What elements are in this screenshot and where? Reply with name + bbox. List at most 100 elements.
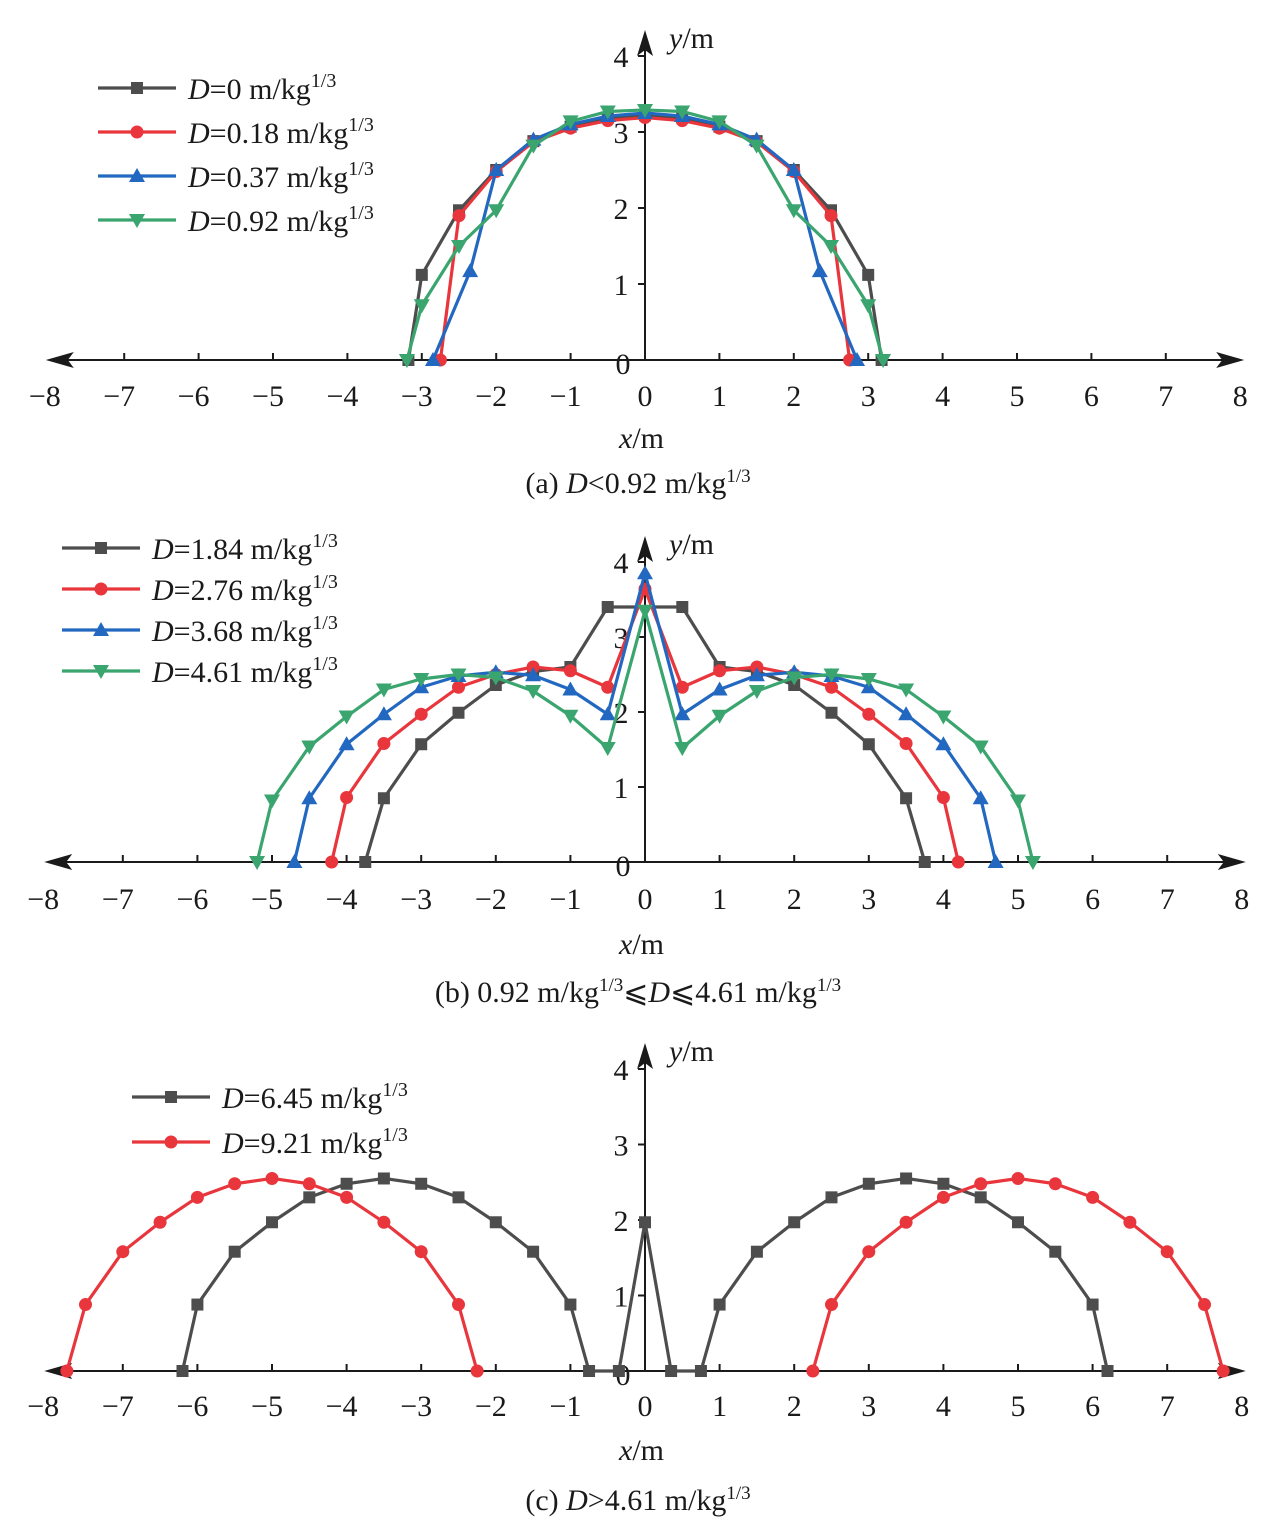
data-point bbox=[674, 742, 691, 756]
data-point bbox=[1086, 1298, 1099, 1311]
data-point bbox=[711, 681, 728, 696]
data-point bbox=[825, 1298, 838, 1312]
data-point bbox=[862, 707, 876, 721]
legend-label: D=2.76 m/kg1/3 bbox=[151, 571, 338, 607]
data-point bbox=[377, 737, 391, 750]
x-tick-label: 7 bbox=[1158, 380, 1173, 413]
data-point bbox=[612, 1365, 625, 1377]
series-1 bbox=[176, 1172, 1114, 1377]
legend-item: D=0.18 m/kg1/3 bbox=[98, 114, 374, 150]
x-tick-label: −1 bbox=[549, 1390, 581, 1423]
x-tick-label: −8 bbox=[27, 1390, 59, 1423]
chart-panel-b: −8 −7 −6 −5 −4 −3 −2 −1 0 1 2 3 4 5 6 7 8 0 1 2 3 4 y/m x/m D=1.… bbox=[0, 510, 1276, 1018]
data-point bbox=[377, 792, 390, 805]
y-tick-label: 3 bbox=[614, 117, 629, 150]
data-point bbox=[562, 709, 579, 724]
data-point bbox=[191, 1298, 204, 1311]
data-point bbox=[583, 1365, 596, 1377]
series-3 bbox=[806, 1171, 1230, 1378]
legend-marker bbox=[93, 665, 109, 679]
y-tick-label: 1 bbox=[614, 1281, 629, 1314]
legend-label: D=0.92 m/kg1/3 bbox=[187, 202, 374, 238]
data-point bbox=[788, 1216, 801, 1229]
data-point bbox=[526, 660, 540, 674]
x-axis-title: x/m bbox=[618, 928, 664, 961]
data-point bbox=[849, 352, 866, 366]
data-point bbox=[153, 1215, 167, 1229]
data-point bbox=[228, 1245, 241, 1258]
x-tick-label: −6 bbox=[176, 1390, 208, 1423]
data-point bbox=[748, 667, 765, 682]
data-point bbox=[452, 706, 465, 719]
data-point bbox=[286, 854, 303, 868]
data-point bbox=[987, 854, 1004, 868]
legend-marker bbox=[94, 582, 108, 596]
x-tick-label: 4 bbox=[936, 1390, 951, 1423]
data-point bbox=[674, 706, 691, 721]
x-axis-arrow-left bbox=[44, 854, 73, 870]
x-tick-label: 5 bbox=[1010, 380, 1025, 413]
data-point bbox=[60, 1364, 74, 1378]
data-point bbox=[1048, 1177, 1062, 1191]
data-point bbox=[375, 706, 392, 721]
x-tick-label: −7 bbox=[102, 883, 134, 916]
y-tick-label: 4 bbox=[614, 41, 629, 74]
data-point bbox=[1024, 856, 1041, 870]
data-point bbox=[452, 1298, 465, 1312]
legend-label: D=4.61 m/kg1/3 bbox=[151, 653, 338, 689]
plot-area bbox=[60, 1171, 1230, 1378]
data-point bbox=[711, 115, 728, 130]
x-tick-label: −3 bbox=[400, 1390, 432, 1423]
legend-item: D=2.76 m/kg1/3 bbox=[62, 571, 338, 607]
data-point bbox=[525, 685, 542, 699]
data-point bbox=[823, 240, 839, 254]
data-point bbox=[563, 664, 577, 678]
x-tick-label: −6 bbox=[176, 883, 208, 916]
y-axis-title: y/m bbox=[666, 22, 714, 55]
legend-label: D=0.37 m/kg1/3 bbox=[187, 158, 374, 194]
legend-label: D=1.84 m/kg1/3 bbox=[151, 530, 338, 566]
x-tick-label: 8 bbox=[1234, 883, 1249, 916]
chart-panel-c: −8−7−6−5−4−3−2−101234567801234y/mx/mD=6.… bbox=[0, 1018, 1276, 1526]
y-axis-arrow bbox=[637, 1043, 653, 1069]
data-point bbox=[899, 737, 913, 750]
legend-item: D=0 m/kg1/3 bbox=[98, 70, 336, 106]
data-point bbox=[665, 1365, 678, 1377]
data-point bbox=[450, 668, 467, 683]
data-point bbox=[825, 1191, 838, 1204]
data-point bbox=[900, 792, 913, 805]
data-point bbox=[898, 706, 915, 721]
data-point bbox=[1160, 1245, 1174, 1259]
data-point bbox=[675, 680, 689, 694]
x-tick-label: −2 bbox=[475, 883, 507, 916]
data-point bbox=[359, 856, 372, 868]
x-tick-label: 7 bbox=[1160, 883, 1175, 916]
data-point bbox=[694, 1365, 707, 1377]
data-point bbox=[264, 794, 280, 809]
data-point bbox=[302, 1177, 316, 1191]
series-2 bbox=[60, 1171, 484, 1378]
data-point bbox=[875, 354, 892, 368]
x-tick-label: 2 bbox=[787, 1390, 802, 1423]
chart-panel-a: −8 −7 −6 −5 −4 −3 −2 −1 0 1 2 3 4 5 6 7 8 0 1 2 3 4 y/m x/m D=0 … bbox=[0, 0, 1276, 510]
data-point bbox=[415, 1177, 428, 1190]
legend-item: D=0.37 m/kg1/3 bbox=[98, 158, 374, 194]
data-point bbox=[1012, 1216, 1024, 1229]
data-point bbox=[176, 1365, 189, 1377]
data-point bbox=[713, 664, 727, 678]
legend-marker bbox=[165, 1091, 177, 1103]
legend: D=1.84 m/kg1/3 D=2.76 m/kg1/3 D=3.68 m/kg1… bbox=[62, 530, 338, 689]
x-axis-title: x/m bbox=[618, 422, 664, 455]
x-tick-label: 8 bbox=[1234, 1390, 1249, 1423]
series-4 bbox=[249, 604, 1041, 870]
data-point bbox=[936, 1190, 950, 1204]
x-axis-arrow-left bbox=[45, 352, 74, 368]
data-point bbox=[527, 1245, 540, 1258]
data-point bbox=[415, 738, 428, 751]
x-axis-arrow-right bbox=[1216, 352, 1245, 368]
series-3 bbox=[286, 565, 1004, 868]
x-tick-label: 4 bbox=[935, 380, 950, 413]
legend-label: D=0 m/kg1/3 bbox=[187, 70, 336, 106]
data-point bbox=[936, 791, 950, 804]
